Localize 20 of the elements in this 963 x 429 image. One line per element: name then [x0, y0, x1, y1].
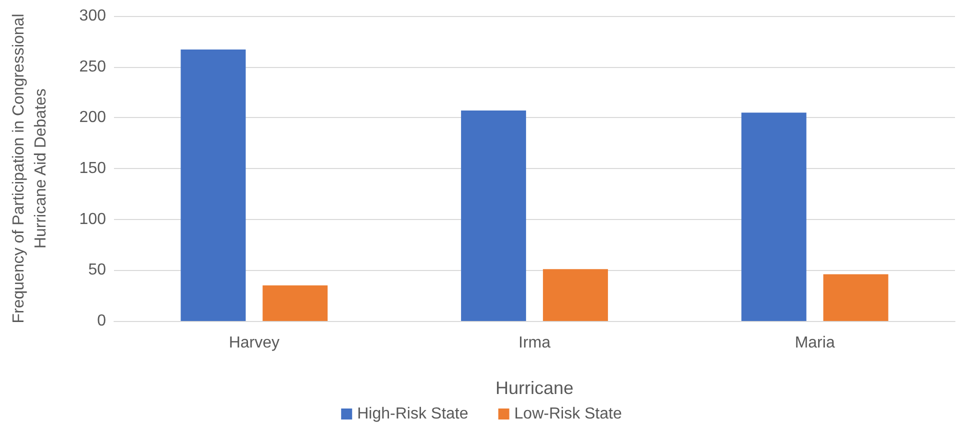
x-tick-label: Irma [518, 334, 551, 352]
bar [741, 112, 806, 321]
y-tick-label: 250 [79, 58, 106, 76]
y-tick-label: 200 [79, 109, 106, 126]
y-tick-label: 0 [97, 312, 106, 330]
bar [542, 269, 608, 321]
y-tick-label: 100 [79, 210, 106, 228]
x-tick-label: Harvey [228, 334, 280, 352]
bar [180, 50, 246, 321]
y-axis-title: Frequency of Participation in Congressional Hurricane Aid Debates [10, 14, 50, 324]
y-tick-label: 150 [79, 160, 106, 177]
bar [823, 274, 888, 321]
bar [262, 285, 328, 321]
y-tick-label: 300 [79, 8, 106, 24]
legend-label: Low-Risk State [514, 406, 622, 422]
x-axis-title: Hurricane [495, 378, 574, 398]
legend-label: High-Risk State [357, 406, 468, 422]
bar [461, 110, 526, 321]
y-tick-label: 50 [88, 262, 106, 279]
x-tick-label: Maria [794, 334, 835, 352]
